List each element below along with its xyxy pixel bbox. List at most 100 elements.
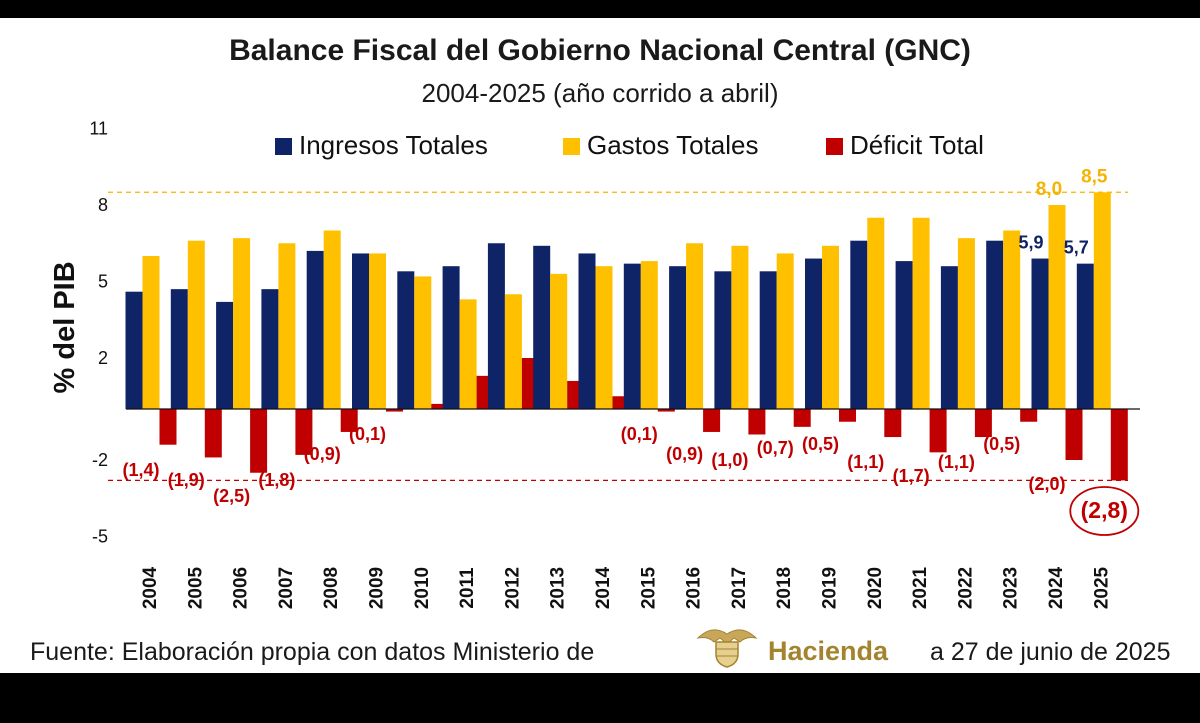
- x-tick-label: 2025: [1091, 566, 1112, 609]
- gastos-bar-2022: [957, 238, 975, 409]
- y-tick-label: 2: [98, 348, 108, 368]
- deficit-label-2015: (0,1): [621, 424, 658, 444]
- deficit-bar-2018: [793, 409, 811, 427]
- highlight-circle-2025: [1069, 486, 1140, 536]
- ingresos-bar-2025: [1076, 263, 1094, 409]
- ingresos-bar-2017: [714, 271, 732, 409]
- ingresos-bar-2008: [306, 250, 324, 409]
- gastos-label-2024: 8,0: [1036, 179, 1062, 200]
- deficit-bar-2015: [657, 409, 675, 412]
- gastos-bar-2004: [142, 256, 160, 409]
- deficit-bar-2024: [1065, 409, 1083, 460]
- gastos-bar-2013: [550, 273, 568, 409]
- ingresos-bar-2005: [170, 289, 188, 409]
- ingresos-bar-2018: [759, 271, 777, 409]
- x-tick-label: 2013: [548, 567, 569, 609]
- deficit-label-2009: (0,1): [349, 424, 386, 444]
- deficit-label-2021: (1,7): [893, 466, 930, 486]
- deficit-label-2025: (2,8): [1081, 497, 1128, 523]
- ingresos-label-2024: 5,9: [1018, 233, 1043, 253]
- gastos-bar-2017: [731, 245, 749, 409]
- x-tick-label: 2007: [276, 567, 297, 609]
- y-tick-label: -2: [92, 450, 108, 470]
- x-tick-label: 2019: [820, 567, 841, 609]
- gastos-bar-2020: [867, 217, 885, 409]
- x-tick-label: 2015: [638, 566, 659, 609]
- source-date: a 27 de junio de 2025: [930, 638, 1171, 666]
- deficit-label-2020: (1,1): [847, 452, 884, 472]
- gastos-bar-2018: [776, 253, 794, 409]
- ingresos-bar-2006: [216, 301, 234, 409]
- source-note: Fuente: Elaboración propia con datos Min…: [30, 638, 595, 666]
- ingresos-bar-2019: [805, 258, 822, 409]
- x-tick-label: 2012: [502, 567, 523, 609]
- x-tick-label: 2005: [185, 566, 206, 609]
- deficit-bar-2017: [748, 409, 766, 435]
- deficit-label-2006: (2,5): [213, 486, 250, 506]
- x-tick-label: 2008: [321, 567, 342, 609]
- deficit-bar-2019: [839, 409, 856, 422]
- deficit-bar-2006: [250, 409, 268, 473]
- x-tick-label: 2022: [955, 567, 976, 609]
- ingresos-bar-2013: [533, 245, 551, 409]
- gastos-bar-2005: [187, 240, 205, 409]
- ingresos-bar-2012: [487, 243, 505, 409]
- bar-chart: % del PIB 11 8 5 2 -2 -5 Ingresos Totales Gastos…: [49, 119, 1140, 609]
- ingresos-bar-2004: [125, 291, 143, 409]
- deficit-bar-2010: [431, 403, 449, 409]
- y-tick-label: 8: [98, 195, 108, 215]
- y-tick-label: -5: [92, 527, 108, 547]
- x-tick-label: 2011: [457, 567, 478, 609]
- gastos-bar-2009: [369, 253, 386, 409]
- ingresos-bar-2023: [986, 240, 1004, 409]
- chart-subtitle: 2004-2025 (año corrido a abril): [421, 78, 779, 108]
- gastos-label-2025: 8,5: [1081, 166, 1108, 187]
- legend-label-0: Ingresos Totales: [299, 130, 488, 160]
- deficit-label-2004: (1,4): [122, 460, 159, 480]
- chart-canvas: Balance Fiscal del Gobierno Nacional Cen…: [0, 18, 1200, 673]
- deficit-bar-2004: [159, 409, 177, 445]
- deficit-bar-2023: [1020, 409, 1038, 422]
- x-tick-label: 2016: [684, 567, 705, 609]
- x-tick-label: 2006: [231, 567, 252, 609]
- gastos-bar-2008: [323, 230, 341, 409]
- legend-swatch-2: [826, 138, 843, 155]
- gastos-bar-2007: [278, 243, 296, 409]
- gastos-bar-2016: [686, 243, 704, 409]
- x-tick-label: 2020: [865, 567, 886, 609]
- deficit-label-2016: (0,9): [666, 444, 703, 464]
- gastos-bar-2010: [414, 276, 432, 409]
- gastos-bar-2024: [1048, 205, 1066, 409]
- x-tick-label: 2010: [412, 567, 433, 609]
- y-tick-label: 11: [89, 119, 108, 139]
- ingresos-bar-2007: [261, 289, 279, 409]
- ingresos-bar-2010: [397, 271, 415, 409]
- deficit-bar-2016: [703, 409, 721, 432]
- x-tick-label: 2014: [593, 566, 614, 609]
- deficit-bar-2007: [295, 409, 313, 455]
- x-tick-label: 2023: [1001, 567, 1022, 609]
- ingresos-bar-2021: [895, 261, 913, 409]
- deficit-bar-2009: [386, 409, 403, 412]
- gastos-bar-2025: [1093, 192, 1111, 409]
- legend-swatch-0: [275, 138, 292, 155]
- deficit-bar-2008: [340, 409, 358, 432]
- gastos-bar-2019: [822, 245, 839, 409]
- x-tick-label: 2021: [910, 566, 931, 609]
- deficit-label-2022: (1,1): [938, 452, 975, 472]
- x-tick-label: 2009: [367, 567, 388, 609]
- gastos-bar-2006: [233, 238, 251, 409]
- ingresos-bar-2016: [669, 266, 687, 409]
- deficit-bar-2021: [929, 409, 947, 453]
- logo-text: Hacienda: [768, 636, 889, 666]
- deficit-label-2008: (0,9): [304, 444, 341, 464]
- x-tick-label: 2004: [140, 566, 161, 609]
- deficit-label-2017: (1,0): [711, 450, 748, 470]
- ingresos-bar-2011: [442, 266, 460, 409]
- gastos-bar-2023: [1003, 230, 1021, 409]
- legend-swatch-1: [563, 138, 580, 155]
- deficit-label-2005: (1,9): [168, 470, 205, 490]
- ingresos-bar-2014: [578, 253, 596, 409]
- ingresos-bar-2015: [623, 263, 641, 409]
- ingresos-bar-2024: [1031, 258, 1049, 409]
